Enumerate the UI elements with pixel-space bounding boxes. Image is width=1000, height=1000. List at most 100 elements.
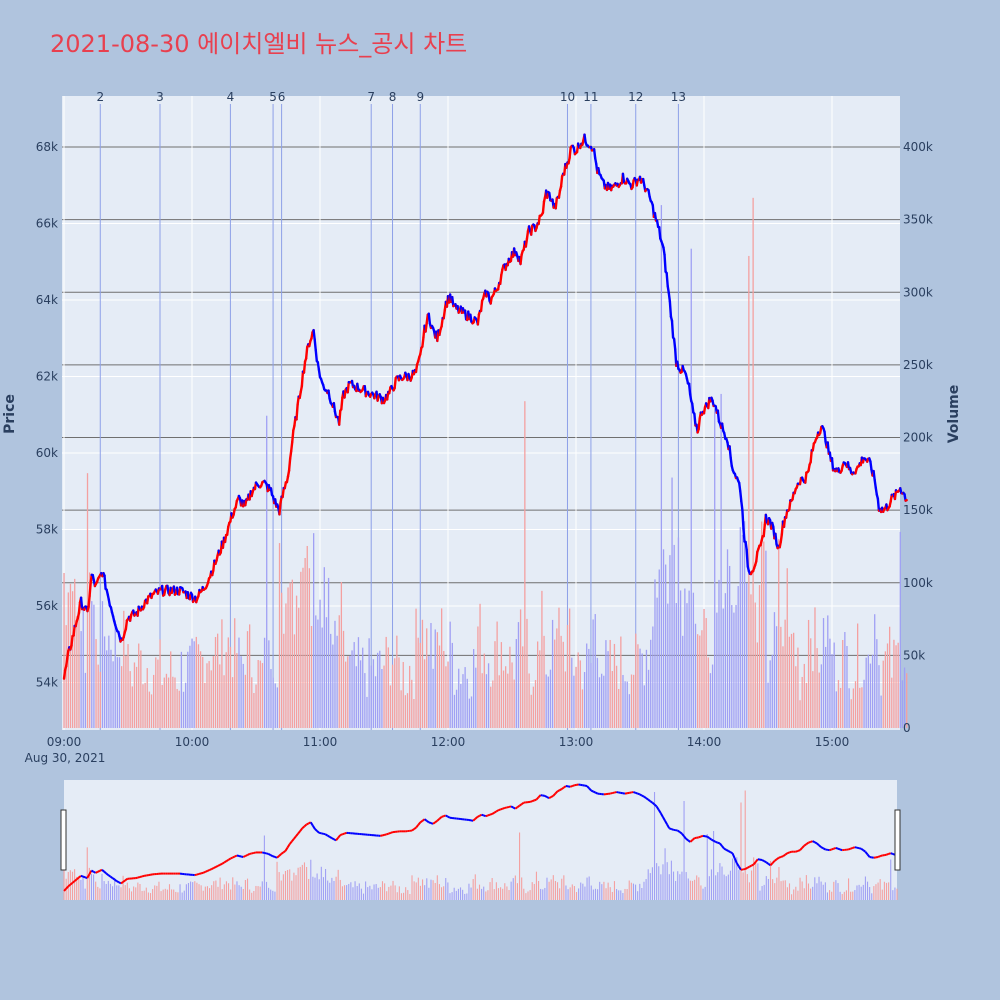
slider-volume-bar xyxy=(375,884,377,900)
slider-price-segment xyxy=(877,855,881,858)
volume-bar xyxy=(257,659,259,728)
slider-price-segment xyxy=(421,818,426,822)
volume-bar xyxy=(419,642,421,728)
price-segment xyxy=(314,348,318,363)
volume-bar xyxy=(466,678,468,728)
slider-price-segment xyxy=(645,797,649,801)
slider-volume-bar xyxy=(495,882,497,900)
volume-bar xyxy=(554,639,556,728)
volume-bar xyxy=(391,664,394,728)
price-segment xyxy=(77,601,82,615)
slider-volume-bar xyxy=(74,869,76,900)
slider-price-segment xyxy=(86,873,91,879)
volume-bar xyxy=(509,646,511,728)
volume-bar xyxy=(549,669,552,728)
slider-volume-bar xyxy=(723,874,725,900)
slider-price-segment xyxy=(215,864,219,868)
slider-volume-bar xyxy=(255,885,257,900)
slider-volume-bar xyxy=(109,883,111,900)
slider-volume-bar xyxy=(462,889,464,900)
volume-bar xyxy=(210,670,212,728)
volume-bar xyxy=(701,630,703,728)
volume-bar xyxy=(157,659,159,728)
volume-bar xyxy=(598,677,601,728)
slider-volume-bar xyxy=(432,880,434,900)
volume-bar xyxy=(127,644,129,728)
slider-volume-bar xyxy=(814,877,816,900)
range-slider[interactable] xyxy=(63,783,898,900)
volume-bar xyxy=(349,655,351,728)
slider-volume-bar xyxy=(670,860,672,900)
volume-bar xyxy=(278,543,281,728)
volume-bar xyxy=(470,696,473,728)
volume-bar xyxy=(861,687,863,728)
slider-volume-bar xyxy=(88,867,90,900)
volume-bar xyxy=(724,593,727,728)
volume-bar xyxy=(601,673,603,728)
volume-bar xyxy=(432,668,434,728)
volume-bar xyxy=(389,685,392,728)
volume-bar xyxy=(743,521,746,728)
slider-volume-bar xyxy=(563,875,565,900)
price-segment xyxy=(830,457,835,472)
slider-price-segment xyxy=(552,792,557,797)
range-slider-handle-right[interactable] xyxy=(894,809,901,871)
price-segment xyxy=(427,312,432,325)
slider-volume-bar xyxy=(550,879,552,900)
slider-price-segment xyxy=(318,831,322,835)
slider-volume-bar xyxy=(578,888,580,900)
volume-bar xyxy=(165,673,168,728)
volume-bar xyxy=(272,677,274,728)
slider-price-segment xyxy=(735,862,740,867)
slider-price-segment xyxy=(225,858,230,862)
slider-price-segment xyxy=(485,814,489,818)
volume-bars xyxy=(63,197,908,729)
slider-price-segment xyxy=(445,814,449,818)
slider-volume-bar xyxy=(713,831,715,900)
slider-volume-bar xyxy=(392,880,394,900)
volume-bar xyxy=(891,677,893,728)
volume-bar xyxy=(739,527,741,728)
slider-volume-bar xyxy=(333,880,335,900)
slider-price-segment xyxy=(415,824,420,829)
slider-volume-bar xyxy=(719,863,721,900)
slider-volume-bar xyxy=(888,882,890,900)
volume-bar xyxy=(409,665,411,728)
slider-price-segment xyxy=(290,838,295,843)
slider-price-segment xyxy=(301,825,306,830)
volume-bar xyxy=(112,661,114,728)
slider-volume-bar xyxy=(582,883,584,900)
time-tick-label: 13:00 xyxy=(559,735,594,749)
slider-price-segment xyxy=(518,803,523,807)
slider-price-segment xyxy=(835,846,839,850)
volume-bar xyxy=(434,629,436,728)
slider-volume-bar xyxy=(715,875,717,900)
slider-volume-bar xyxy=(173,889,175,900)
volume-bar xyxy=(675,603,677,728)
slider-volume-bar xyxy=(843,891,845,900)
slider-volume-bar xyxy=(609,887,611,900)
volume-bar xyxy=(901,680,904,728)
slider-volume-bar xyxy=(320,866,322,900)
range-slider-handle-left[interactable] xyxy=(60,809,67,871)
slider-price-segment xyxy=(88,870,93,875)
price-segment xyxy=(278,501,282,516)
slider-volume-bar xyxy=(449,893,451,900)
volume-bar xyxy=(146,668,148,728)
slider-price-segment xyxy=(211,867,215,870)
slider-volume-bar xyxy=(381,881,384,900)
time-tick-label: 14:00 xyxy=(687,735,722,749)
volume-bar xyxy=(441,608,443,728)
volume-bar xyxy=(679,590,682,728)
volume-bar xyxy=(835,691,837,728)
slider-volume-bar xyxy=(246,878,249,900)
slider-price-segment xyxy=(801,844,805,849)
volume-bar xyxy=(884,651,887,728)
slider-volume-bar xyxy=(854,890,856,900)
slider-volume-bar xyxy=(679,874,681,900)
volume-bar xyxy=(831,654,833,728)
time-tick-label: 12:00 xyxy=(431,735,466,749)
news-marker-label: 6 xyxy=(278,90,286,104)
slider-volume-bar xyxy=(734,860,736,900)
slider-volume-bar xyxy=(672,871,675,900)
